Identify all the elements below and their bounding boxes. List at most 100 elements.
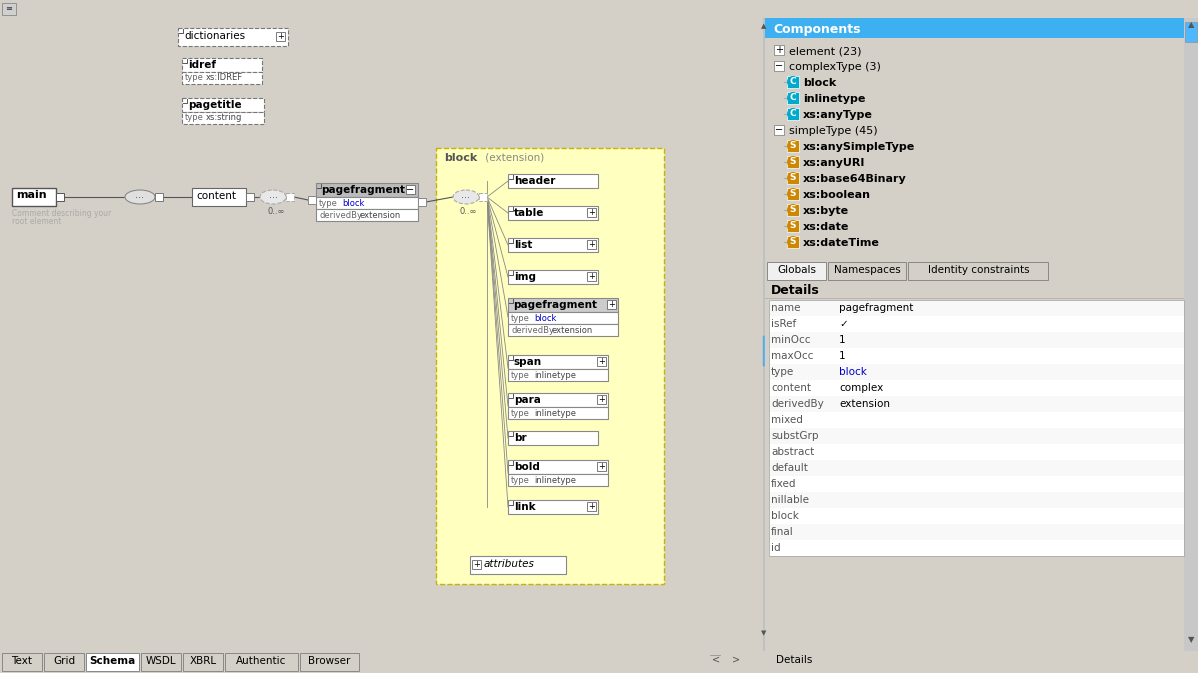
Text: S: S	[789, 190, 797, 199]
Text: id: id	[772, 543, 781, 553]
Bar	[607, 300, 616, 309]
Text: S: S	[789, 141, 797, 151]
Bar	[828, 262, 907, 280]
Text: S: S	[789, 174, 797, 182]
Text: C: C	[789, 77, 797, 87]
Bar	[769, 396, 1184, 412]
Text: −: −	[775, 125, 783, 135]
Bar	[141, 653, 181, 671]
Text: minOcc: minOcc	[772, 335, 811, 345]
Ellipse shape	[787, 140, 799, 152]
Text: +: +	[775, 45, 783, 55]
Bar	[44, 653, 84, 671]
Bar	[406, 185, 415, 194]
Text: xs:IDREF: xs:IDREF	[206, 73, 243, 82]
Text: idref: idref	[188, 60, 216, 70]
Text: XBRL: XBRL	[189, 656, 217, 666]
Bar	[774, 125, 783, 135]
Text: xs:base64Binary: xs:base64Binary	[803, 174, 907, 184]
Bar	[763, 336, 767, 366]
Text: block: block	[444, 153, 477, 163]
Text: ···: ···	[268, 193, 278, 203]
Ellipse shape	[787, 92, 799, 104]
Text: ▲: ▲	[1187, 20, 1194, 29]
Bar	[769, 316, 1184, 332]
Text: span: span	[514, 357, 543, 367]
Text: bold: bold	[514, 462, 540, 472]
Text: type: type	[184, 113, 204, 122]
Ellipse shape	[260, 190, 286, 204]
Text: S: S	[789, 221, 797, 230]
Bar	[587, 208, 595, 217]
Text: inlinetype: inlinetype	[534, 371, 576, 380]
Bar	[508, 312, 618, 324]
Text: −: −	[775, 61, 783, 71]
Text: 1: 1	[839, 335, 846, 345]
Bar	[1184, 18, 1198, 651]
Ellipse shape	[787, 156, 799, 168]
Text: extension: extension	[839, 399, 890, 409]
Text: +: +	[598, 395, 605, 404]
Text: attributes: attributes	[484, 559, 534, 569]
Bar	[787, 76, 799, 88]
Text: mixed: mixed	[772, 415, 803, 425]
Text: type: type	[512, 476, 530, 485]
Bar	[769, 348, 1184, 364]
Text: block: block	[839, 367, 867, 377]
Text: ✓: ✓	[839, 319, 848, 329]
Text: Details: Details	[772, 284, 819, 297]
Bar	[508, 298, 618, 312]
Text: content: content	[196, 191, 236, 201]
Bar	[769, 300, 1184, 316]
Text: element (23): element (23)	[789, 46, 861, 56]
Text: +: +	[588, 208, 595, 217]
Text: xs:anyType: xs:anyType	[803, 110, 873, 120]
Text: Details: Details	[776, 655, 812, 665]
Bar	[12, 188, 56, 206]
Text: inlinetype: inlinetype	[534, 409, 576, 418]
Bar	[767, 651, 822, 671]
Text: (extension): (extension)	[482, 153, 544, 163]
Bar	[246, 193, 254, 201]
Bar	[276, 32, 285, 41]
Bar	[787, 204, 799, 216]
Text: pagetitle: pagetitle	[188, 100, 242, 110]
Text: +: +	[609, 300, 615, 309]
Text: dictionaries: dictionaries	[184, 31, 246, 41]
Ellipse shape	[787, 204, 799, 216]
Bar	[2, 653, 42, 671]
Bar	[418, 198, 426, 206]
Bar	[56, 193, 63, 201]
Bar	[587, 502, 595, 511]
Text: name: name	[772, 303, 800, 313]
Text: derivedBy: derivedBy	[319, 211, 362, 220]
Text: ···: ···	[135, 193, 145, 203]
Bar	[774, 61, 783, 71]
Text: <: <	[712, 654, 720, 664]
Text: complexType (3): complexType (3)	[789, 62, 881, 72]
Text: block: block	[534, 314, 556, 323]
Text: block: block	[341, 199, 364, 208]
Text: xs:dateTime: xs:dateTime	[803, 238, 879, 248]
Text: derivedBy: derivedBy	[772, 399, 824, 409]
Text: fixed: fixed	[772, 479, 797, 489]
Text: content: content	[772, 383, 811, 393]
Bar	[436, 148, 664, 584]
Text: simpleType (45): simpleType (45)	[789, 126, 878, 136]
Text: xs:date: xs:date	[803, 222, 849, 232]
Text: pagefragment: pagefragment	[513, 300, 597, 310]
Text: type: type	[184, 73, 204, 82]
Bar	[769, 300, 1184, 556]
Text: +: +	[598, 462, 605, 471]
Bar	[787, 108, 799, 120]
Bar	[597, 462, 606, 471]
Bar	[767, 262, 827, 280]
Bar	[769, 332, 1184, 348]
Text: C: C	[789, 94, 797, 102]
Text: link: link	[514, 502, 536, 512]
Text: type: type	[512, 314, 530, 323]
Text: extension: extension	[552, 326, 593, 335]
Bar	[182, 112, 264, 124]
Bar	[769, 364, 1184, 380]
Bar	[508, 460, 609, 474]
